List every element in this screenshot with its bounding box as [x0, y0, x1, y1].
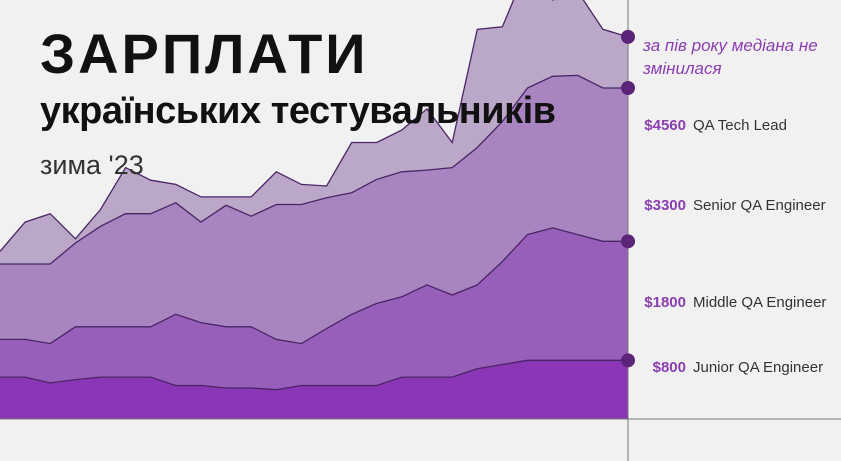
endpoint-dot-middle-qa-engineer [621, 234, 635, 249]
endpoint-dot-qa-tech-lead [621, 29, 635, 44]
label-name: Junior QA Engineer [693, 358, 824, 376]
line-junior-qa-engineer [0, 359, 628, 391]
label-value: $800 [652, 358, 686, 376]
endpoint-dot-senior-qa-engineer [621, 80, 635, 95]
label-junior-qa-engineer: $800 Junior QA Engineer [630, 357, 823, 377]
annotation-note: за пів року медіана не змінилася [643, 36, 818, 78]
chart-season: зима '23 [40, 150, 144, 180]
label-qa-tech-lead: $4560 QA Tech Lead [630, 115, 787, 135]
label-senior-qa-engineer: $3300 Senior QA Engineer [630, 195, 826, 215]
chart-subtitle: українських тестувальників [40, 90, 556, 132]
label-middle-qa-engineer: $1800 Middle QA Engineer [630, 292, 826, 312]
label-name: QA Tech Lead [693, 116, 787, 134]
label-value: $4560 [644, 116, 686, 134]
endpoint-dot-junior-qa-engineer [621, 353, 635, 368]
label-name: Senior QA Engineer [693, 196, 826, 214]
label-value: $3300 [644, 196, 686, 214]
line-qa-tech-lead [0, 0, 629, 252]
label-name: Middle QA Engineer [693, 293, 827, 311]
line-senior-qa-engineer [0, 74, 628, 265]
line-middle-qa-engineer [0, 227, 628, 345]
area-junior-qa-engineer [0, 360, 628, 419]
chart-title: ЗАРПЛАТИ [40, 22, 369, 85]
label-value: $1800 [644, 293, 686, 311]
